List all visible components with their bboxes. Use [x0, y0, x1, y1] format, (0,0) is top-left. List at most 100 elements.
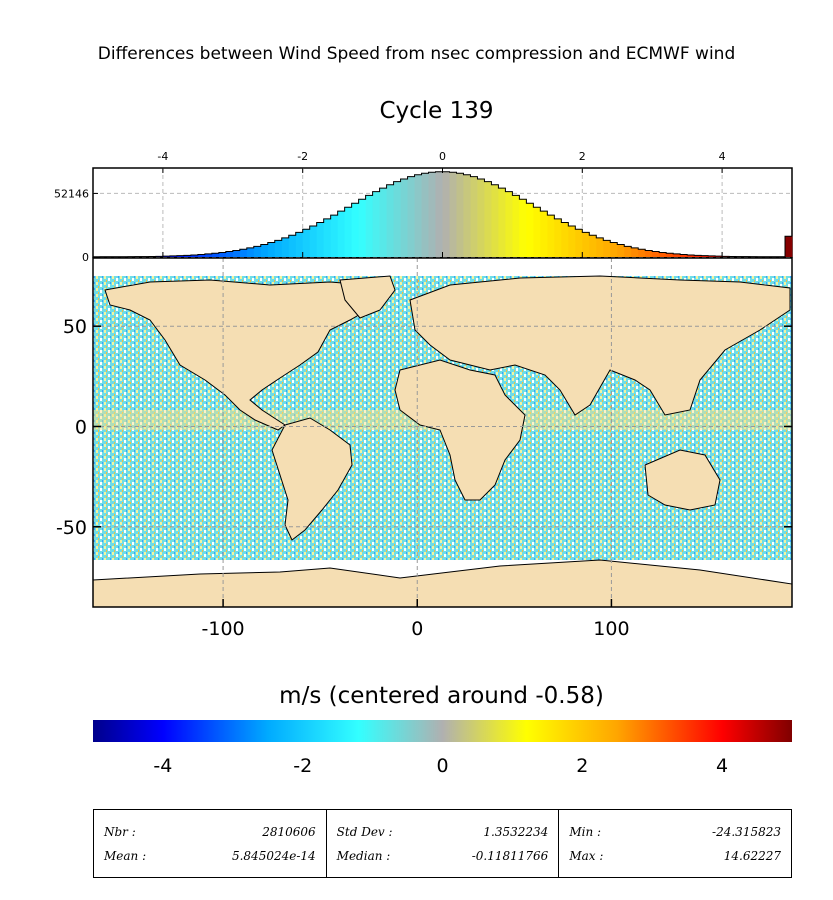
- histogram-bar: [428, 172, 436, 257]
- histogram-bar: [456, 173, 464, 257]
- histogram-bar: [687, 254, 695, 257]
- histogram-tick-label-y: 52146: [54, 187, 89, 200]
- colorbar-tick-label: -2: [293, 755, 312, 777]
- histogram-bar: [442, 171, 450, 257]
- histogram-bar: [785, 236, 793, 257]
- histogram-bar: [561, 222, 569, 257]
- histogram-bar: [638, 249, 646, 257]
- map-panel: -100 0 100 50 0 -50: [56, 257, 793, 640]
- histogram-bar: [484, 181, 492, 257]
- map-tick-label-x: 0: [411, 618, 423, 640]
- histogram-tick-label-x: 0: [439, 150, 446, 163]
- stats-cell-count: Nbr : 2810606 Mean : 5.845024e-14: [93, 809, 327, 878]
- histogram-bar: [302, 229, 311, 257]
- histogram-bar: [617, 244, 625, 257]
- histogram-bar: [176, 255, 185, 257]
- stats-cell-spread: Std Dev : 1.3532234 Median : -0.11811766: [325, 809, 560, 878]
- histogram-tick-label-x: -4: [157, 150, 168, 163]
- histogram-bar: [323, 218, 332, 257]
- histogram-bar: [218, 252, 227, 257]
- histogram-bar: [267, 242, 276, 257]
- histogram-tick-label-y: 0: [82, 251, 89, 264]
- histogram-bar: [645, 250, 653, 257]
- colorbar-tick-label: -4: [153, 755, 172, 777]
- histogram-bar: [491, 184, 499, 257]
- histogram-bar: [232, 250, 241, 257]
- histogram-bar: [386, 184, 394, 257]
- histogram-bar: [358, 199, 367, 257]
- histogram-bar: [393, 181, 401, 257]
- stat-label: Median :: [336, 848, 391, 863]
- colorbar-label: m/s (centered around -0.58): [279, 683, 604, 709]
- stat-value: -0.11811766: [471, 848, 549, 863]
- map-tick-label-x: -100: [202, 618, 245, 640]
- histogram-bar: [589, 235, 597, 257]
- australia: [644, 449, 721, 511]
- histogram-bar: [295, 232, 304, 257]
- colorbar: [93, 720, 792, 742]
- histogram-bar: [708, 255, 716, 257]
- histogram-bar: [274, 240, 283, 257]
- histogram-bar: [477, 178, 485, 257]
- stat-label: Std Dev :: [336, 824, 393, 839]
- histogram-bar: [470, 176, 478, 257]
- histogram-bar: [337, 211, 346, 257]
- greenland: [339, 275, 396, 319]
- colorbar-tick-label: 4: [716, 755, 728, 777]
- stat-label: Nbr :: [104, 824, 136, 839]
- map-frame: [92, 257, 793, 608]
- histogram-bar: [407, 176, 415, 257]
- histogram-bar: [512, 195, 520, 257]
- histogram-bar: [673, 253, 681, 257]
- histogram-bar: [680, 254, 688, 257]
- histogram-bar: [351, 203, 360, 257]
- map-tick-label-y: 50: [63, 316, 87, 338]
- histogram-bar: [603, 240, 611, 257]
- histogram-bar: [596, 237, 604, 257]
- histogram-bar: [211, 253, 220, 257]
- histogram-bar: [204, 253, 213, 257]
- histogram-tick-label-x: 2: [579, 150, 586, 163]
- histogram-bar: [309, 225, 318, 257]
- histogram-bar: [582, 232, 590, 257]
- histogram-bar: [631, 247, 639, 257]
- histogram-tick-label-x: 4: [719, 150, 726, 163]
- colorbar-tick-label: 2: [576, 755, 588, 777]
- histogram-bar: [365, 195, 373, 257]
- histogram-bar: [169, 255, 178, 257]
- histogram-bar: [526, 203, 534, 257]
- histogram-bar: [435, 171, 443, 257]
- histogram-bar: [652, 251, 660, 257]
- stats-cell-range: Min : -24.315823 Max : 14.62227: [558, 809, 792, 878]
- histogram-bar: [701, 255, 709, 257]
- histogram-bar: [547, 215, 555, 257]
- map-tick-label-x: 100: [593, 618, 629, 640]
- histogram-bar: [694, 255, 702, 257]
- histogram-bar: [197, 254, 206, 257]
- histogram-bar: [281, 237, 290, 257]
- histogram-bar: [624, 246, 632, 257]
- histogram-bar: [519, 199, 527, 257]
- histogram-bar: [540, 211, 548, 257]
- histogram-bar: [498, 188, 506, 257]
- stat-value: 1.3532234: [483, 824, 549, 839]
- histogram-bar: [379, 188, 387, 257]
- histogram-bar: [421, 173, 429, 257]
- histogram-bar: [575, 229, 583, 257]
- stat-label: Max :: [569, 848, 604, 863]
- histogram-bar: [568, 225, 576, 257]
- histogram-bar: [463, 174, 471, 257]
- histogram-bar: [253, 246, 262, 257]
- histogram-panel: -4 -2 0 2 4 0 52146: [54, 150, 793, 264]
- histogram-bar: [225, 251, 234, 257]
- africa: [394, 359, 526, 501]
- histogram-bar: [190, 254, 199, 257]
- histogram-bar: [610, 242, 618, 257]
- map-tick-label-y: 0: [75, 416, 87, 438]
- histogram-bar: [400, 178, 408, 257]
- histogram-bar: [372, 191, 380, 257]
- histogram-bar: [239, 249, 248, 257]
- stat-value: 5.845024e-14: [231, 848, 316, 863]
- histogram-bar: [288, 235, 297, 257]
